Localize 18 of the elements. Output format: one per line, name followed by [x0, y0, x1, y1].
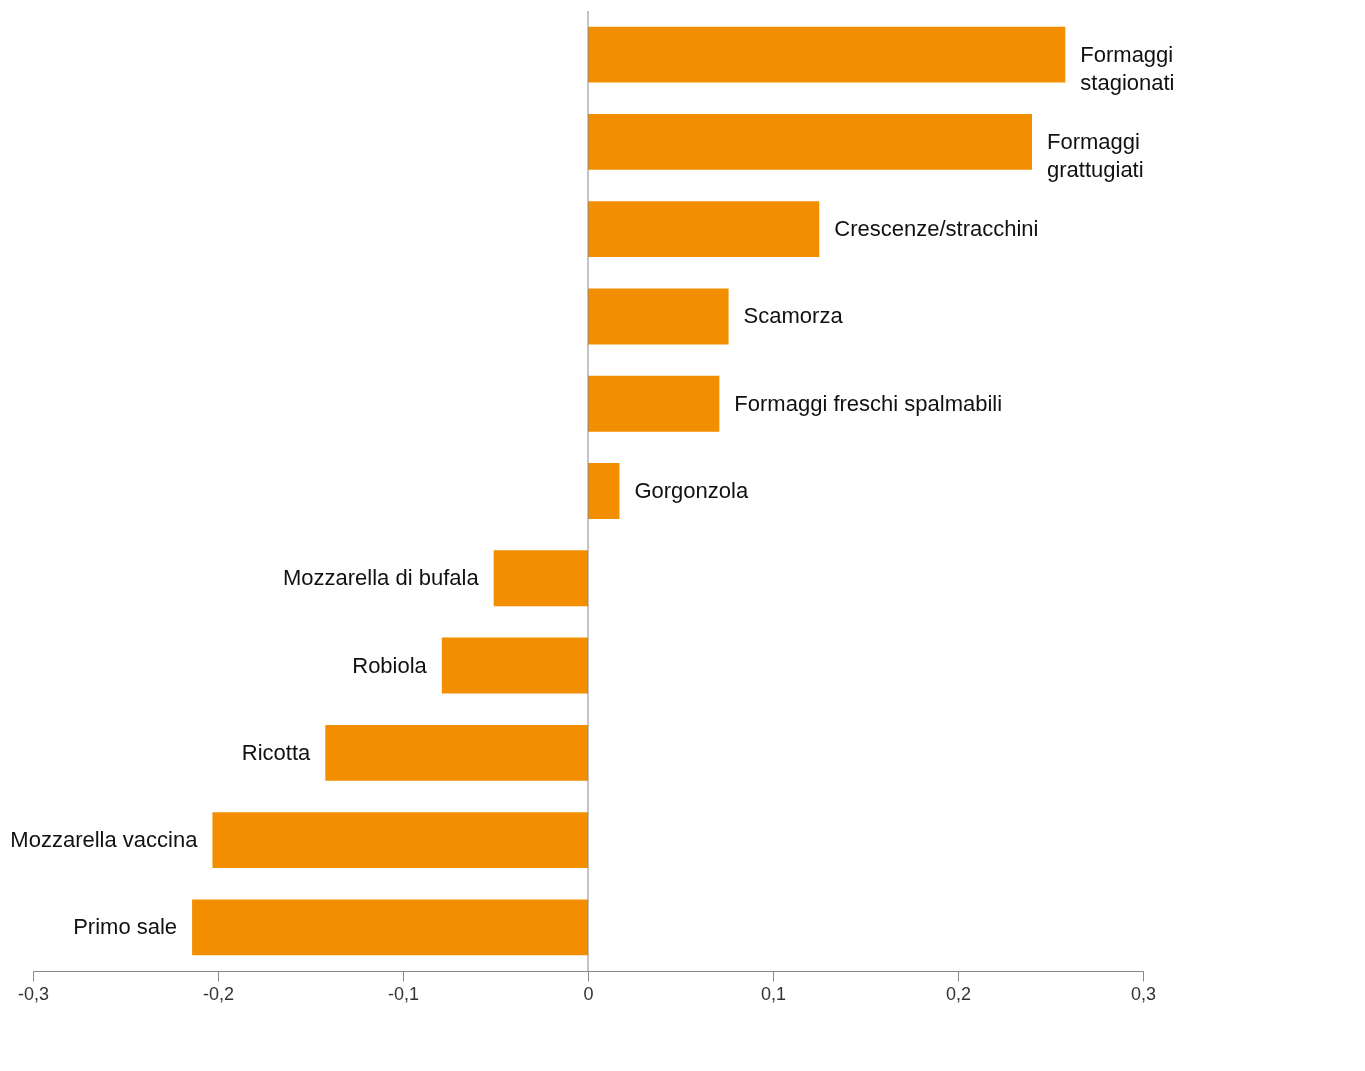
y-tick-label: Formaggi freschi spalmabili [734, 390, 1003, 416]
y-tick-label: Primo sale [73, 914, 178, 940]
y-tick-label: Robiola [352, 652, 428, 678]
x-tick-label: -0,2 [202, 983, 235, 1004]
y-tick-label: Ricotta [241, 739, 312, 765]
x-tick-label: 0,3 [1130, 983, 1157, 1004]
y-tick-label: Formaggi grattugiati [1047, 128, 1144, 182]
y-tick-label: Mozzarella vaccina [10, 827, 199, 853]
x-tick-label: -0,3 [17, 983, 50, 1004]
y-tick-label: Scamorza [743, 303, 844, 329]
x-tick-label: 0,2 [945, 983, 972, 1004]
x-tick-label: 0,1 [760, 983, 787, 1004]
y-tick-label: Mozzarella di bufala [282, 565, 480, 591]
x-tick-label: -0,1 [387, 983, 420, 1004]
x-tick-label: 0 [583, 983, 594, 1004]
y-tick-label: Gorgonzola [634, 478, 749, 503]
y-tick-label: Formaggi stagionati [1080, 41, 1175, 95]
y-tick-label: Crescenze/stracchini [834, 216, 1039, 242]
